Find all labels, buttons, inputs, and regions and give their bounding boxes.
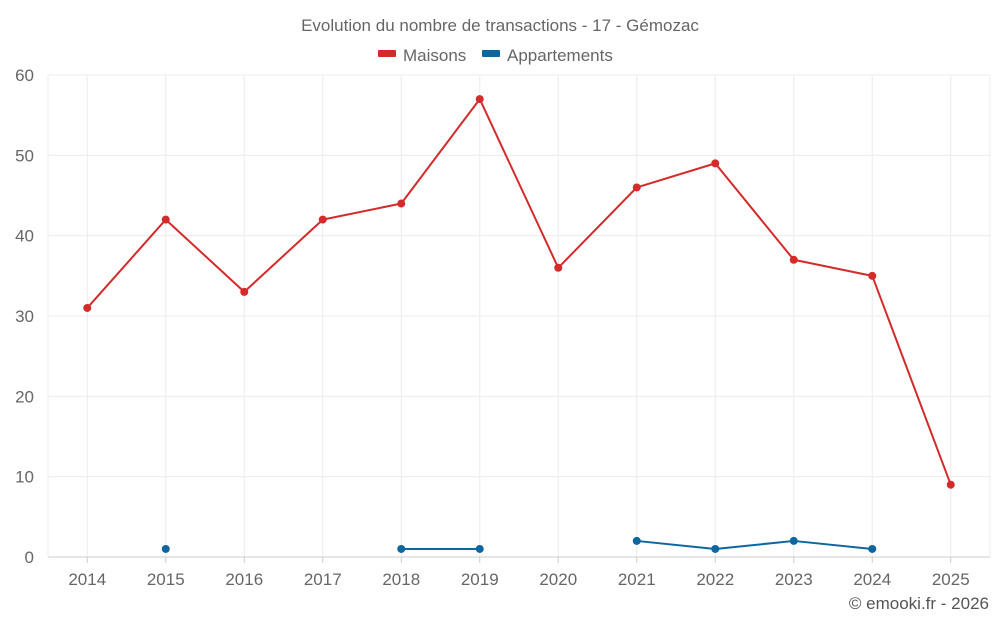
series-maisons	[83, 95, 955, 489]
x-tick-label-2025: 2025	[932, 570, 970, 589]
point-appartements-2023[interactable]	[789, 536, 798, 545]
x-tick-label-2018: 2018	[382, 570, 420, 589]
series-line-appartements-1	[636, 539, 873, 550]
x-tick-label-2019: 2019	[461, 570, 499, 589]
point-maisons-2014[interactable]	[83, 303, 92, 312]
y-tick-label-10: 10	[15, 468, 34, 487]
point-maisons-2015[interactable]	[161, 215, 170, 224]
y-tick-label-40: 40	[15, 227, 34, 246]
x-tick-label-2024: 2024	[853, 570, 891, 589]
point-appartements-2024[interactable]	[868, 544, 877, 553]
y-tick-label-0: 0	[25, 548, 34, 567]
point-maisons-2018[interactable]	[397, 199, 406, 208]
legend-item-appartements[interactable]: Appartements	[482, 46, 613, 65]
series-appartements	[161, 536, 877, 553]
y-tick-label-60: 60	[15, 66, 34, 85]
point-appartements-2021[interactable]	[632, 536, 641, 545]
x-tick-label-2023: 2023	[775, 570, 813, 589]
point-appartements-2018[interactable]	[397, 544, 406, 553]
point-maisons-2021[interactable]	[632, 183, 641, 192]
x-tick-label-2016: 2016	[225, 570, 263, 589]
point-maisons-2019[interactable]	[475, 95, 484, 104]
point-maisons-2024[interactable]	[868, 271, 877, 280]
x-tick-label-2021: 2021	[618, 570, 656, 589]
legend: Maisons Appartements	[378, 46, 613, 65]
legend-item-maisons[interactable]: Maisons	[378, 46, 466, 65]
credit: © emooki.fr - 2026	[849, 594, 989, 613]
grid	[48, 74, 990, 557]
point-maisons-2025[interactable]	[946, 480, 955, 489]
legend-label-maisons: Maisons	[403, 46, 466, 65]
point-maisons-2022[interactable]	[711, 159, 720, 168]
series	[83, 95, 955, 553]
point-maisons-2017[interactable]	[318, 215, 327, 224]
x-tick-label-2015: 2015	[147, 570, 185, 589]
point-maisons-2023[interactable]	[789, 255, 798, 264]
legend-label-appartements: Appartements	[507, 46, 613, 65]
series-line-maisons-0	[86, 98, 952, 486]
point-appartements-2022[interactable]	[711, 544, 720, 553]
point-maisons-2020[interactable]	[554, 263, 563, 272]
x-tick-label-2017: 2017	[304, 570, 342, 589]
x-tick-label-2022: 2022	[696, 570, 734, 589]
y-tick-label-30: 30	[15, 307, 34, 326]
point-appartements-2019[interactable]	[475, 544, 484, 553]
point-appartements-2015[interactable]	[161, 544, 170, 553]
point-maisons-2016[interactable]	[240, 287, 249, 296]
x-tick-label-2014: 2014	[68, 570, 106, 589]
axes: 0 10 20 30 40 50 60 2014 2015 2016 2017 2018 2019 202…	[15, 66, 991, 589]
y-tick-label-50: 50	[15, 146, 34, 165]
x-tick-label-2020: 2020	[539, 570, 577, 589]
legend-swatch-maisons	[378, 50, 396, 57]
chart-title: Evolution du nombre de transactions - 17…	[301, 16, 699, 35]
legend-swatch-appartements	[482, 50, 500, 57]
y-tick-label-20: 20	[15, 387, 34, 406]
